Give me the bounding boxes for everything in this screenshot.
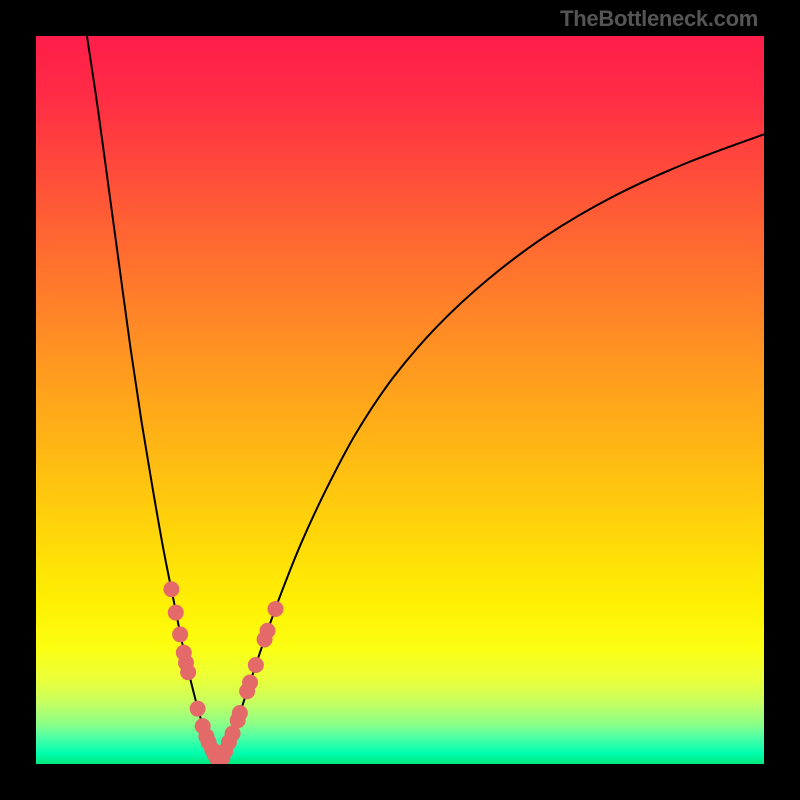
data-markers xyxy=(163,581,283,764)
frame-border-right xyxy=(764,0,800,800)
data-marker xyxy=(163,581,179,597)
data-marker xyxy=(180,664,196,680)
watermark-text: TheBottleneck.com xyxy=(560,6,758,32)
bottleneck-curve-right xyxy=(218,134,764,762)
data-marker xyxy=(168,605,184,621)
frame-border-left xyxy=(0,0,36,800)
data-marker xyxy=(260,623,276,639)
data-marker xyxy=(268,601,284,617)
data-marker xyxy=(190,701,206,717)
data-marker xyxy=(242,674,258,690)
bottleneck-curve-left xyxy=(87,36,218,762)
data-marker xyxy=(172,626,188,642)
data-marker xyxy=(232,705,248,721)
plot-area xyxy=(36,36,764,764)
chart-svg xyxy=(36,36,764,764)
data-marker xyxy=(248,657,264,673)
frame-border-bottom xyxy=(0,764,800,800)
